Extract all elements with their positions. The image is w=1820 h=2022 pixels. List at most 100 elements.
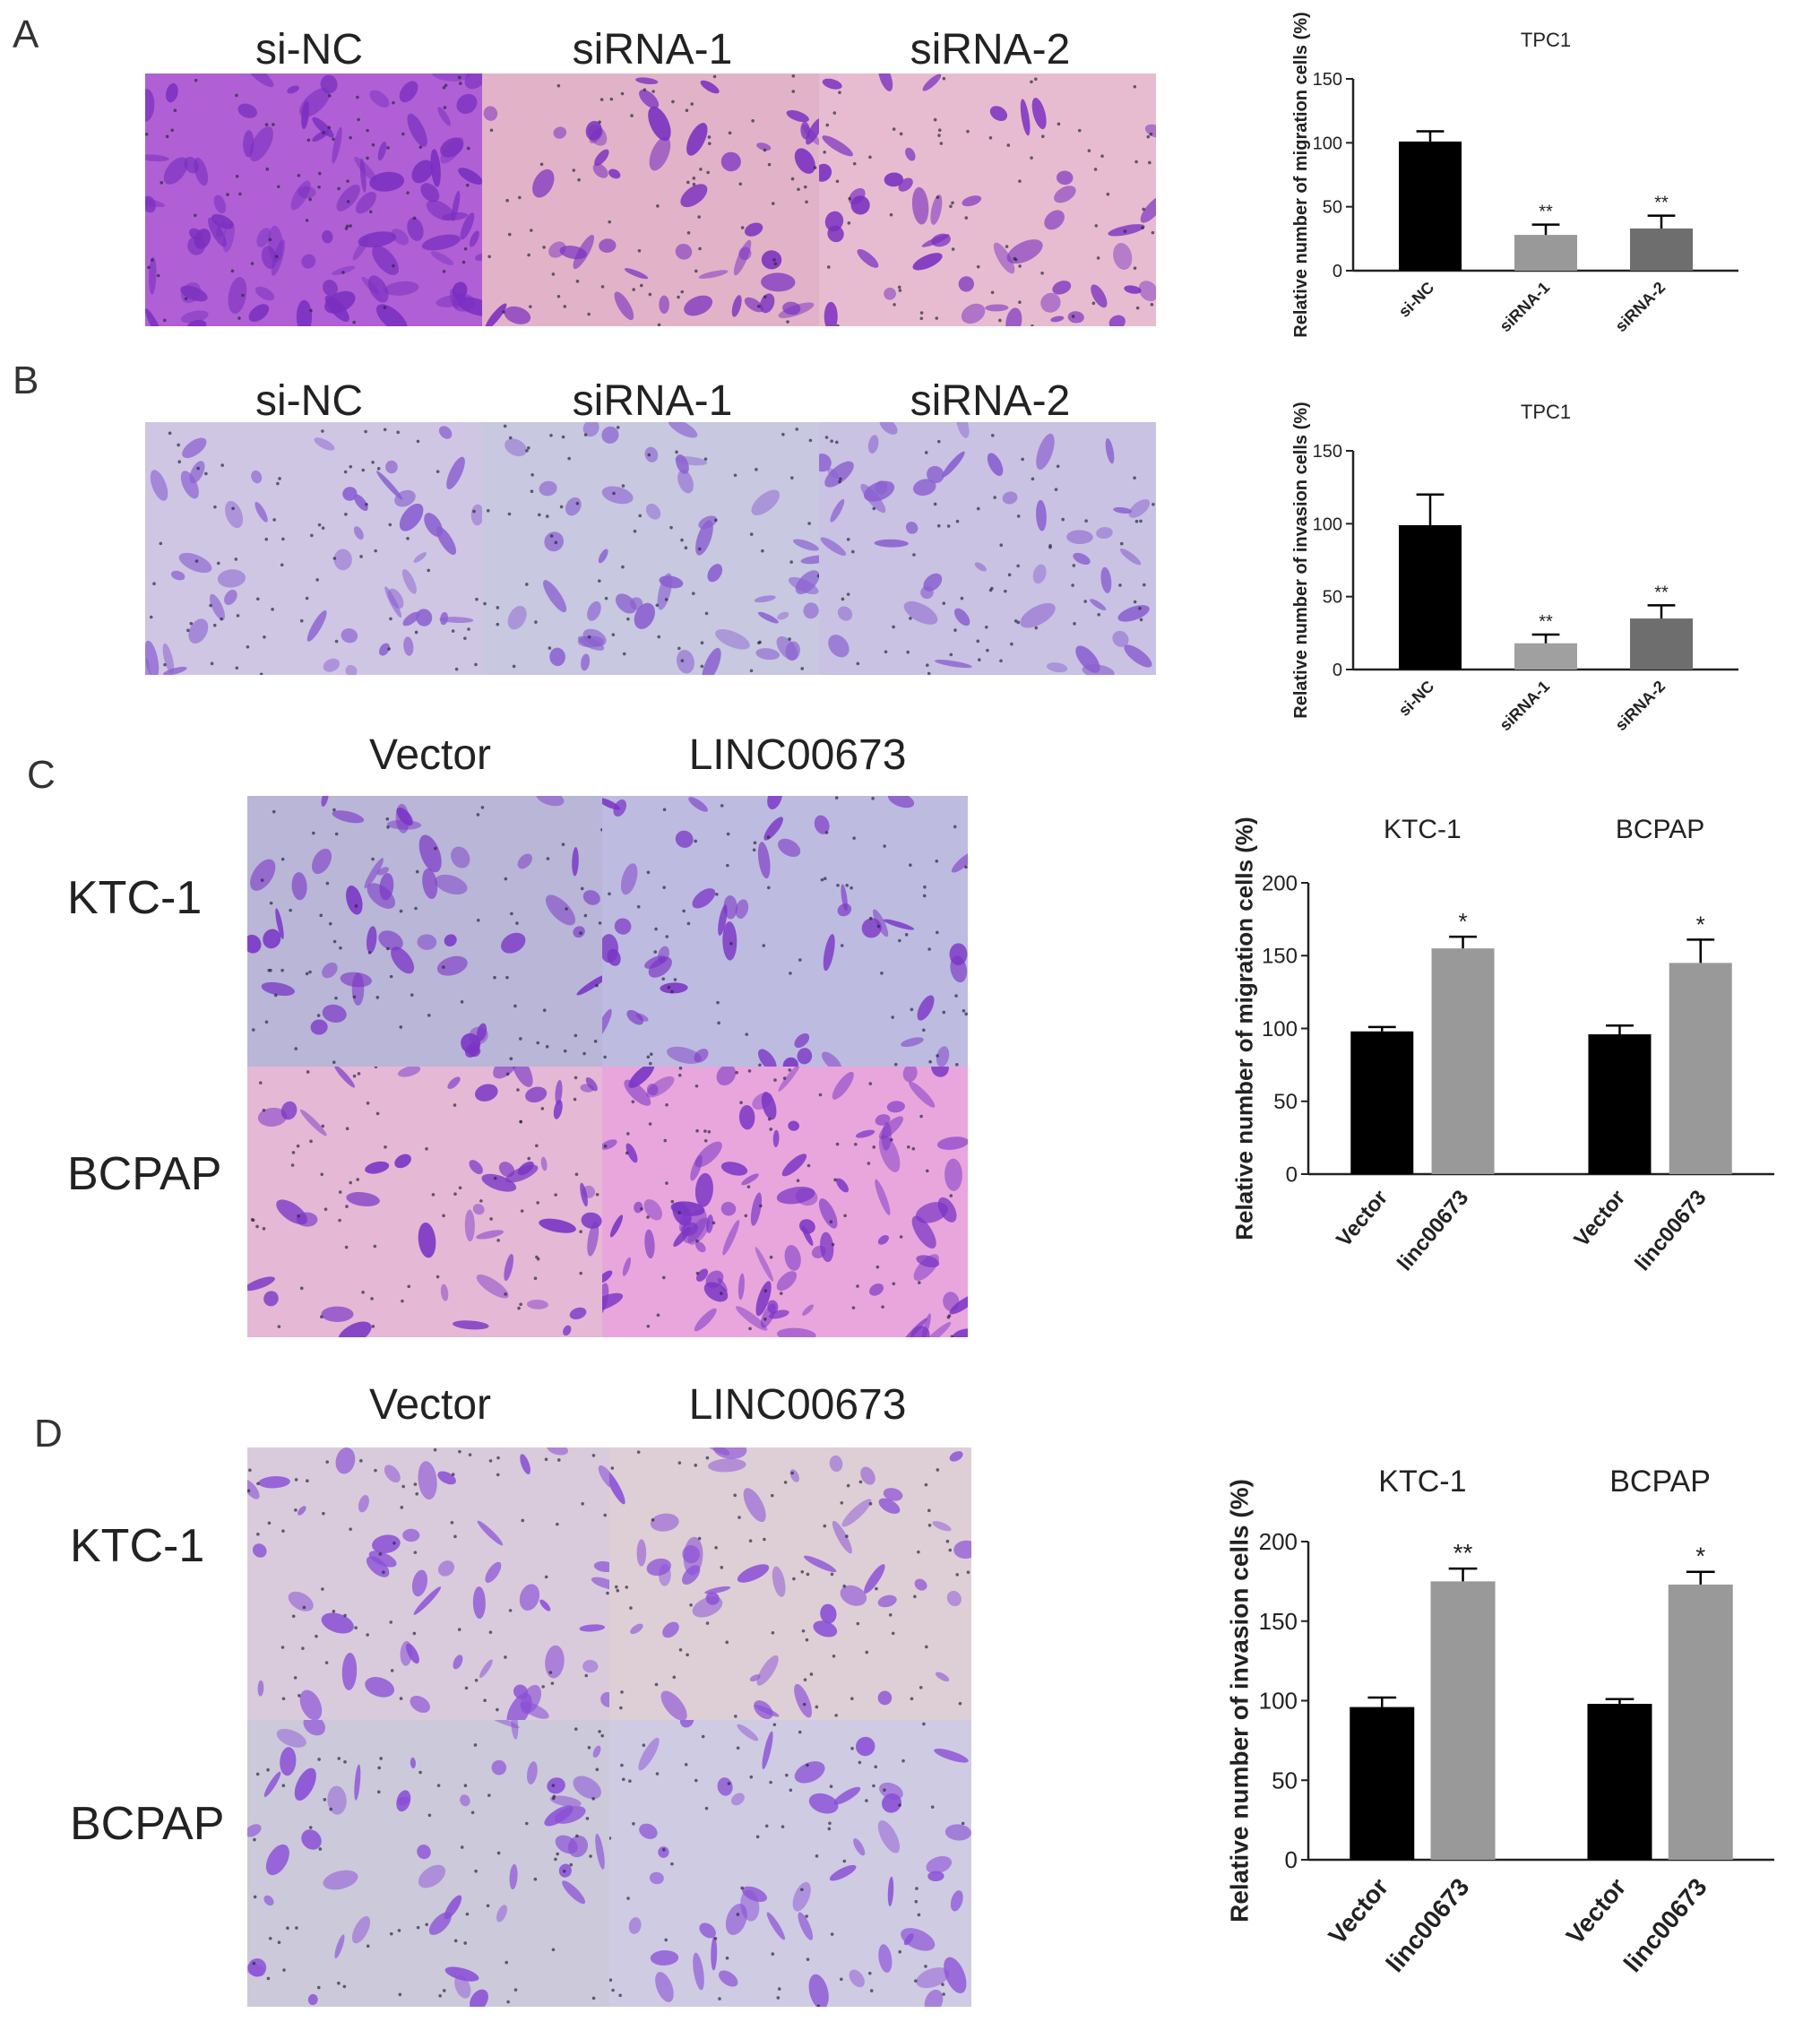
y-tick-label: 0 [1333,661,1342,680]
column-label: siRNA-1 [572,377,733,425]
micrograph [247,796,602,1067]
significance-label: ** [1539,203,1553,222]
panel-letter-d: D [34,1412,63,1456]
y-tick-label: 0 [1285,1846,1298,1873]
bar-chart-c: 0 50 100 150 200 Relative number of migration… [1201,811,1792,1313]
significance-label: ** [1654,583,1669,602]
bar [1350,1707,1415,1860]
chart-title: TPC1 [1521,29,1571,51]
x-tick-label: Vector [1332,1186,1393,1252]
y-tick-label: 100 [1313,134,1342,153]
column-label: siRNA-2 [910,26,1071,73]
bar [1350,1031,1414,1174]
micrograph [819,422,1156,675]
x-tick-label: linc00673 [1630,1186,1711,1275]
micrograph [145,422,482,675]
x-tick-label: siRNA-1 [1497,278,1554,335]
y-tick-label: 50 [1323,198,1342,218]
bar [1514,643,1577,670]
x-tick-label: si-NC [1395,677,1437,719]
y-tick-label: 100 [1259,1688,1298,1715]
micrograph [247,1067,602,1337]
micrograph [482,422,819,675]
significance-label: * [1695,1542,1705,1570]
column-label: Vector [368,1381,492,1429]
bar [1399,141,1462,271]
column-label: LINC00673 [688,731,907,779]
group-label: BCPAP [1609,1465,1711,1499]
bar-chart-a: TPC1 0 50 100 150 Relative number of migratio… [1255,12,1756,376]
y-tick-label: 150 [1313,442,1342,462]
bar [1669,963,1732,1174]
y-tick-label: 150 [1262,945,1298,969]
y-tick-label: 100 [1313,514,1342,534]
bar [1399,524,1462,670]
bar [1630,618,1693,670]
micrograph [247,1447,609,1720]
bar [1431,948,1495,1174]
y-tick-label: 150 [1313,70,1342,90]
y-tick-label: 150 [1259,1608,1298,1635]
x-tick-label: Vector [1569,1186,1630,1252]
bar [1587,1704,1652,1860]
x-tick-label: siRNA-1 [1497,677,1554,734]
y-tick-label: 0 [1333,262,1342,281]
chart-title: TPC1 [1521,401,1571,423]
y-tick-label: 200 [1259,1528,1298,1555]
bar-chart-d: 0 50 100 150 200 Relative number of invasion … [1201,1461,1792,2017]
x-tick-label: si-NC [1395,278,1437,320]
y-tick-label: 100 [1262,1017,1298,1041]
bar-chart-b: TPC1 0 50 100 150 Relative number of invasion… [1255,399,1756,775]
y-axis-label: Relative number of invasion cells (%) [1225,1479,1253,1923]
significance-label: * [1696,911,1705,938]
column-label: si-NC [255,377,363,425]
x-tick-label: siRNA-2 [1612,677,1669,734]
significance-label: * [1458,908,1467,935]
micrograph [819,73,1156,326]
column-label: siRNA-1 [572,26,733,73]
group-label: KTC-1 [1378,1465,1466,1499]
column-label: siRNA-2 [910,377,1071,425]
significance-label: ** [1654,194,1669,213]
row-label: BCPAP [67,1148,222,1200]
group-label: BCPAP [1616,815,1704,844]
bar [1514,235,1577,271]
y-axis-label: Relative number of invasion cells (%) [1291,402,1311,718]
bar [1588,1034,1652,1174]
y-tick-label: 50 [1323,588,1342,608]
row-label: BCPAP [70,1798,225,1850]
row-label: KTC-1 [70,1520,205,1572]
micrograph [482,73,819,326]
y-axis-label: Relative number of migration cells (%) [1231,817,1258,1240]
x-tick-label: Vector [1323,1873,1393,1950]
column-label: Vector [368,731,492,779]
bar [1630,228,1693,271]
row-label: KTC-1 [67,872,203,924]
x-tick-label: linc00673 [1381,1873,1475,1978]
x-tick-label: linc00673 [1618,1873,1712,1978]
x-tick-label: linc00673 [1393,1186,1473,1275]
significance-label: ** [1453,1539,1473,1567]
bar [1668,1584,1733,1860]
y-tick-label: 50 [1272,1767,1298,1793]
significance-label: ** [1539,612,1553,632]
panel-letter-c: C [27,753,56,797]
group-label: KTC-1 [1384,815,1462,844]
panel-letter-b: B [13,359,39,402]
micrograph [609,1447,971,1720]
x-tick-label: siRNA-2 [1612,278,1669,335]
y-tick-label: 200 [1262,871,1298,895]
micrograph [145,73,482,326]
micrograph [247,1720,609,2007]
micrograph [602,1067,968,1337]
bar [1430,1581,1496,1860]
y-tick-label: 50 [1273,1090,1298,1114]
column-label: si-NC [255,26,363,73]
y-axis-label: Relative number of migration cells (%) [1291,12,1311,337]
y-tick-label: 0 [1286,1162,1298,1187]
micrograph [602,796,968,1067]
